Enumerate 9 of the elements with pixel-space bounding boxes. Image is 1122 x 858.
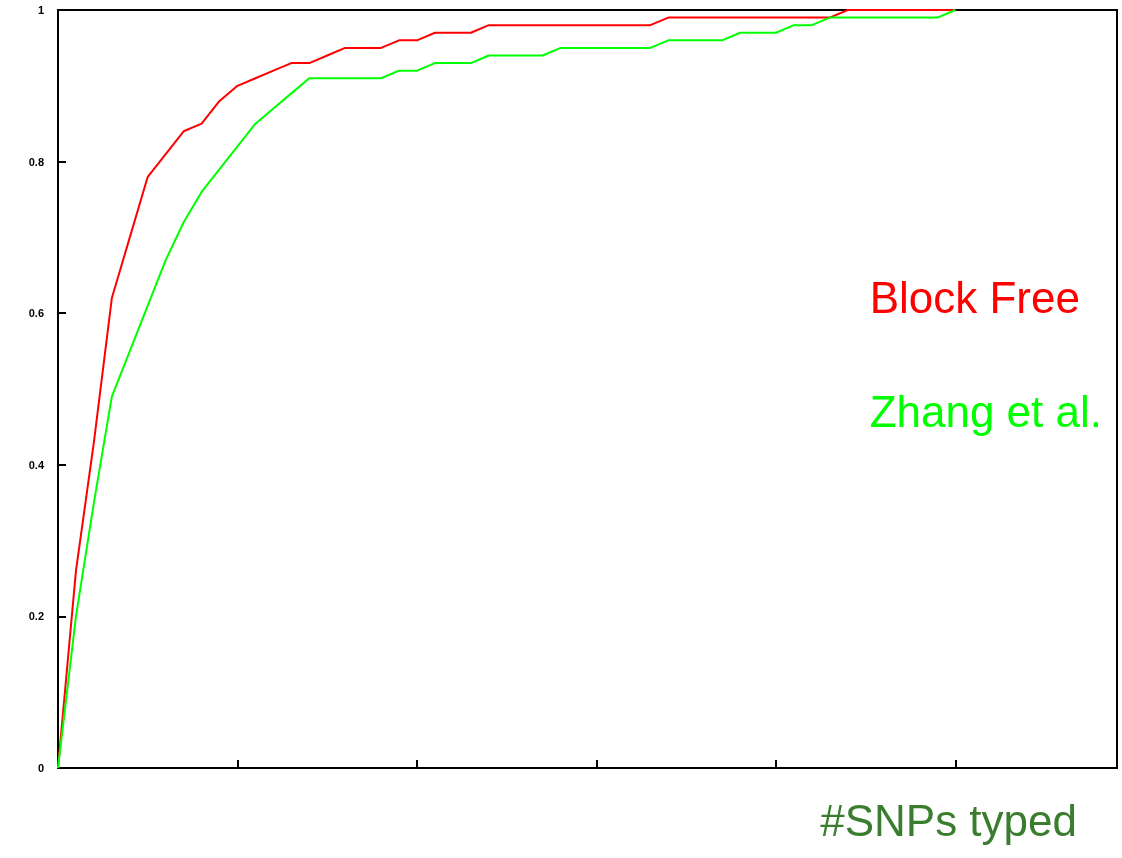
y-tick-label: 0.8 — [28, 155, 44, 168]
x-axis-title: #SNPs typed — [820, 795, 1077, 845]
y-tick-label: 0.6 — [28, 307, 44, 320]
y-tick-label: 1 — [37, 4, 44, 16]
y-tick-label: 0 — [37, 762, 44, 774]
y-tick-label: 0.2 — [28, 610, 44, 623]
text: Block Free — [869, 272, 1080, 322]
text: Zhang et al. — [869, 386, 1102, 436]
y-tick-label: 0.4 — [28, 458, 45, 471]
